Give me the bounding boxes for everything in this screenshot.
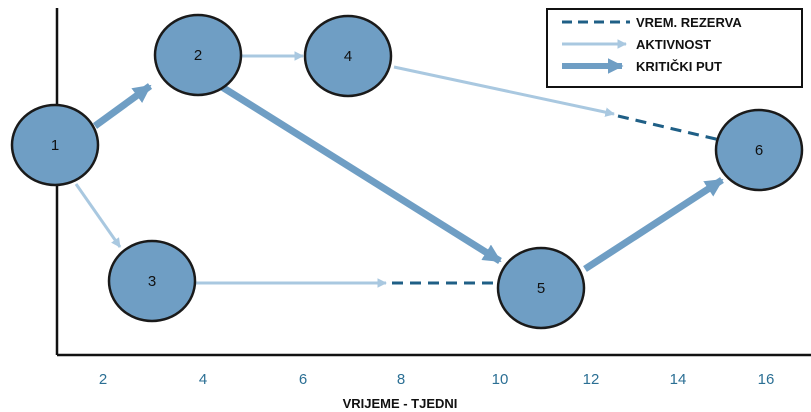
node-label: 4: [344, 48, 352, 65]
legend-item-activity: AKTIVNOST: [562, 37, 711, 52]
node-label: 5: [537, 280, 545, 297]
node-6: 6: [714, 108, 804, 192]
slack-edges: [392, 114, 721, 285]
legend-label-activity: AKTIVNOST: [636, 37, 711, 52]
critical-path-edges: [92, 83, 724, 272]
node-4: 4: [303, 14, 393, 98]
node-circle: [303, 14, 393, 98]
tick-label: 4: [199, 371, 207, 388]
node-label: 6: [755, 142, 763, 159]
node-1: 1: [10, 103, 100, 187]
node-circle: [153, 13, 243, 97]
node-label: 1: [51, 137, 59, 154]
edge-5-6: [583, 177, 724, 272]
edge-4-6-slack: [617, 114, 721, 142]
tick-label: 16: [758, 371, 775, 388]
legend-label-critical: KRITIČKI PUT: [636, 59, 722, 74]
node-circle: [10, 103, 100, 187]
legend-label-slack: VREM. REZERVA: [636, 15, 742, 30]
legend-box: [546, 8, 803, 88]
tick-label: 14: [670, 371, 687, 388]
legend: VREM. REZERVA AKTIVNOST KRITIČKI PUT: [546, 8, 803, 88]
edge-1-3: [74, 183, 122, 248]
x-axis-title: VRIJEME - TJEDNI: [343, 396, 458, 411]
node-3: 3: [107, 239, 197, 323]
edge-2-5: [220, 84, 502, 264]
node-label: 3: [148, 273, 156, 290]
edge-1-2: [92, 83, 153, 129]
edge-4-6-activity: [393, 65, 615, 117]
tick-label: 10: [492, 371, 509, 388]
legend-item-slack: VREM. REZERVA: [562, 15, 742, 30]
x-axis-ticks: 2 4 6 8 10 12 14 16: [99, 371, 775, 388]
legend-item-critical: KRITIČKI PUT: [562, 58, 722, 74]
tick-label: 6: [299, 371, 307, 388]
node-circle: [714, 108, 804, 192]
activity-edges: [74, 51, 615, 288]
node-circle: [107, 239, 197, 323]
node-5: 5: [496, 246, 586, 330]
nodes: 1 2 3 4 5 6: [10, 13, 804, 330]
node-2: 2: [153, 13, 243, 97]
tick-label: 8: [397, 371, 405, 388]
tick-label: 12: [583, 371, 600, 388]
tick-label: 2: [99, 371, 107, 388]
node-label: 2: [194, 47, 202, 64]
node-circle: [496, 246, 586, 330]
